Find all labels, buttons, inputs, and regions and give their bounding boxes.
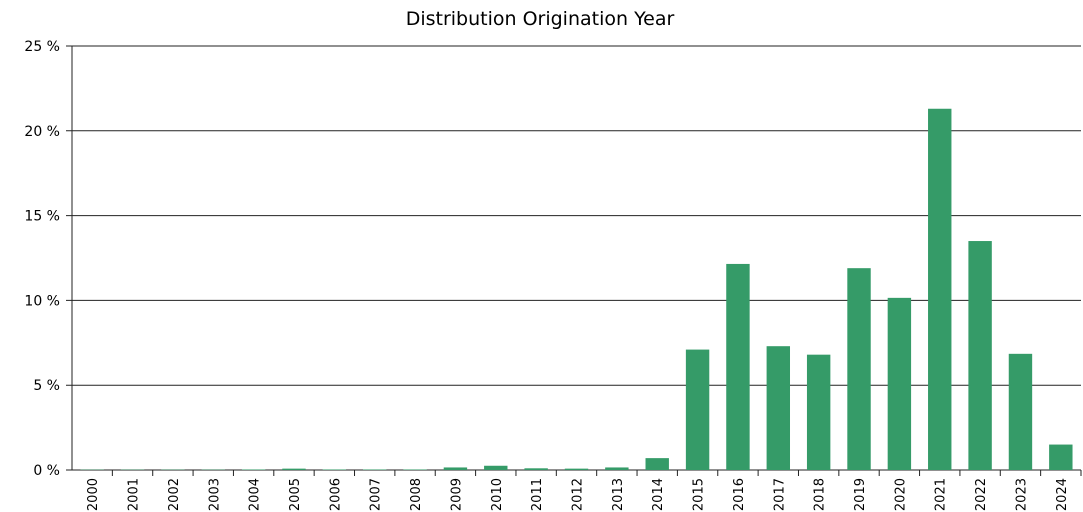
x-tick-label: 2003 [207,478,222,511]
bar [524,468,548,470]
x-tick-label: 2015 [692,478,707,511]
x-tick-label: 2002 [167,478,182,511]
x-tick-label: 2014 [651,478,666,511]
x-tick-label: 2024 [1055,478,1070,511]
y-tick-label: 15 % [24,209,60,225]
bar [403,469,427,470]
x-tick-label: 2001 [127,478,142,511]
x-tick-label: 2013 [611,478,626,511]
x-tick-label: 2020 [893,478,908,511]
x-tick-label: 2008 [409,478,424,511]
x-tick-label: 2011 [530,478,545,511]
x-tick-label: 2010 [490,478,505,511]
bar [847,268,871,470]
bar [928,108,952,470]
x-tick-label: 2023 [1014,478,1029,511]
bar [605,467,629,470]
bar [362,469,387,470]
y-tick-label: 25 % [24,39,60,55]
bar [766,346,791,470]
x-tick-label: 2017 [772,478,787,511]
bar [968,241,992,470]
x-tick-label: 2007 [369,478,384,511]
bar [726,263,750,470]
y-tick-label: 20 % [24,124,60,140]
x-tick-label: 2009 [449,478,464,511]
x-tick-label: 2022 [974,478,989,511]
bar [806,354,831,470]
x-tick-label: 2005 [288,478,303,511]
bar [887,297,912,470]
x-tick-label: 2021 [934,478,949,511]
chart-title: Distribution Origination Year [406,8,675,30]
bar [484,465,508,470]
x-tick-label: 2018 [813,478,828,511]
bar [1049,444,1073,470]
x-tick-label: 2006 [328,478,343,511]
y-tick-label: 0 % [33,463,60,479]
bar [685,349,710,470]
x-tick-label: 2016 [732,478,747,511]
bar [282,468,306,470]
x-tick-label: 2012 [571,478,586,511]
bar [443,467,468,470]
x-tick-label: 2004 [248,478,263,511]
x-tick-label: 2019 [853,478,868,511]
bar [1008,353,1033,470]
bar [564,468,589,470]
bar [645,458,669,470]
y-tick-label: 5 % [33,378,60,394]
x-tick-label: 2000 [86,478,101,511]
bar [322,469,347,470]
bar [241,469,266,470]
y-tick-label: 10 % [24,293,60,309]
